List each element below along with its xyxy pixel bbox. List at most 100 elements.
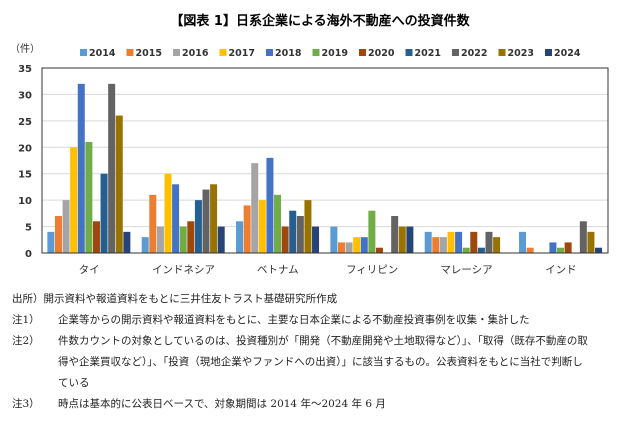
bar-2018-3 — [360, 237, 368, 253]
bar-2018-1 — [172, 184, 180, 253]
y-tick-label: 5 — [25, 223, 32, 234]
source-note: 出所）開示資料や報道資料をもとに三井住友トラスト基礎研究所作成 — [12, 293, 338, 305]
bar-2020-3 — [375, 247, 383, 253]
bar-2024-1 — [217, 226, 225, 253]
bar-2014-3 — [330, 226, 338, 253]
bar-2018-4 — [455, 231, 463, 253]
legend-label: 2022 — [461, 48, 487, 59]
legend-swatch-2014 — [80, 49, 87, 56]
bar-2023-3 — [398, 226, 406, 253]
bar-2022-4 — [485, 231, 493, 253]
x-tick-label: マレーシア — [440, 264, 492, 276]
bar-2019-5 — [557, 247, 565, 253]
legend-label: 2021 — [415, 48, 441, 59]
y-tick-label: 10 — [18, 196, 32, 207]
bar-2017-1 — [164, 173, 172, 253]
bar-2016-1 — [156, 226, 164, 253]
bar-2020-2 — [281, 226, 289, 253]
bar-2019-3 — [368, 210, 376, 253]
legend-label: 2016 — [182, 48, 209, 59]
bar-2022-2 — [296, 216, 304, 253]
legend-label: 2018 — [275, 48, 302, 59]
x-tick-label: インド — [545, 264, 577, 276]
bar-2015-1 — [149, 194, 157, 253]
bar-2017-0 — [70, 147, 78, 253]
bar-2014-2 — [236, 221, 244, 253]
note-text: 件数カウントの対象としているのは、投資種別が「開発（不動産開発や土地取得など）」… — [58, 335, 588, 347]
note-2-line: ている — [12, 373, 588, 394]
note-2-line: 得や企業買収など）」、「投資（現地企業やファンドへの出資）」に該当するもの。公表… — [12, 352, 588, 373]
y-tick-label: 15 — [18, 170, 32, 181]
bar-2020-0 — [92, 221, 100, 253]
bar-2024-2 — [312, 226, 320, 253]
legend-label: 2024 — [554, 48, 581, 59]
x-tick-label: インドネシア — [152, 264, 215, 276]
y-tick-label: 35 — [18, 64, 32, 75]
note-label: 注3） — [12, 398, 40, 410]
bar-2014-0 — [47, 231, 55, 253]
bar-2023-5 — [587, 231, 595, 253]
bar-2015-2 — [243, 205, 251, 253]
bar-2023-2 — [304, 200, 312, 253]
bar-2016-2 — [251, 163, 259, 253]
note-label: 注2） — [12, 335, 40, 347]
bar-2019-1 — [179, 226, 187, 253]
note-label: 注1） — [12, 314, 40, 326]
y-tick-label: 20 — [18, 143, 32, 154]
bar-2023-0 — [115, 115, 123, 253]
bar-2015-4 — [432, 237, 440, 253]
bar-2014-5 — [519, 231, 527, 253]
legend-swatch-2021 — [405, 49, 413, 56]
legend-swatch-2019 — [312, 49, 320, 56]
bar-2020-4 — [470, 231, 478, 253]
bar-2015-5 — [526, 247, 534, 253]
note-text: ている — [58, 377, 90, 389]
bar-2022-1 — [202, 189, 210, 253]
bar-2016-4 — [439, 237, 447, 253]
note-label — [12, 352, 58, 373]
legend-label: 2017 — [229, 48, 255, 59]
legend-swatch-2017 — [219, 49, 227, 56]
legend-label: 2019 — [322, 48, 348, 59]
legend-label: 2020 — [368, 48, 395, 59]
bar-2018-2 — [266, 157, 274, 253]
bar-2017-3 — [353, 237, 361, 253]
bar-2017-2 — [258, 200, 266, 253]
legend-swatch-2023 — [498, 49, 506, 56]
legend-swatch-2018 — [266, 49, 273, 56]
plot-area-border — [41, 67, 609, 254]
bar-2022-5 — [579, 221, 587, 253]
bar-2014-1 — [141, 237, 149, 253]
legend-label: 2023 — [508, 48, 534, 59]
note-text: 得や企業買収など）」、「投資（現地企業やファンドへの出資）」に該当するもの。公表… — [58, 356, 583, 368]
bar-2017-4 — [447, 231, 455, 253]
bar-2024-3 — [406, 226, 414, 253]
legend-swatch-2020 — [359, 49, 366, 56]
bar-2023-1 — [210, 184, 218, 253]
note-3-line: 注3） 時点は基本的に公表日ベースで、対象期間は 2014 年～2024 年 6 … — [12, 394, 588, 415]
bar-2021-0 — [100, 173, 108, 253]
bar-2018-0 — [77, 83, 85, 253]
y-tick-label: 30 — [18, 90, 32, 101]
bar-2019-0 — [85, 142, 93, 253]
legend-label: 2015 — [136, 48, 162, 59]
note-text: 時点は基本的に公表日ベースで、対象期間は 2014 年～2024 年 6 月 — [58, 398, 386, 410]
bar-2022-3 — [391, 216, 399, 253]
bar-2015-0 — [54, 216, 62, 253]
bar-2024-5 — [595, 247, 603, 253]
bar-2021-2 — [289, 210, 297, 253]
legend-swatch-2016 — [173, 49, 180, 56]
x-tick-label: タイ — [79, 264, 100, 276]
y-tick-label: 25 — [18, 117, 32, 128]
x-tick-label: ベトナム — [257, 264, 299, 276]
note-label — [12, 373, 58, 394]
bar-chart: 【図表 1】日系企業による海外不動産への投資件数 （件） 0 5 10 15 20 25 3… — [10, 13, 609, 276]
note-text: 企業等からの開示資料や報道資料をもとに、主要な日本企業による不動産投資事例を収集… — [58, 314, 530, 326]
bar-2020-1 — [187, 221, 195, 253]
bar-2019-2 — [274, 194, 282, 253]
legend-swatch-2024 — [545, 49, 552, 56]
bar-2021-1 — [194, 200, 202, 253]
bar-2022-0 — [108, 83, 116, 253]
note-1-line: 注1） 企業等からの開示資料や報道資料をもとに、主要な日本企業による不動産投資事例… — [12, 310, 588, 331]
x-tick-label: フィリピン — [346, 264, 398, 276]
